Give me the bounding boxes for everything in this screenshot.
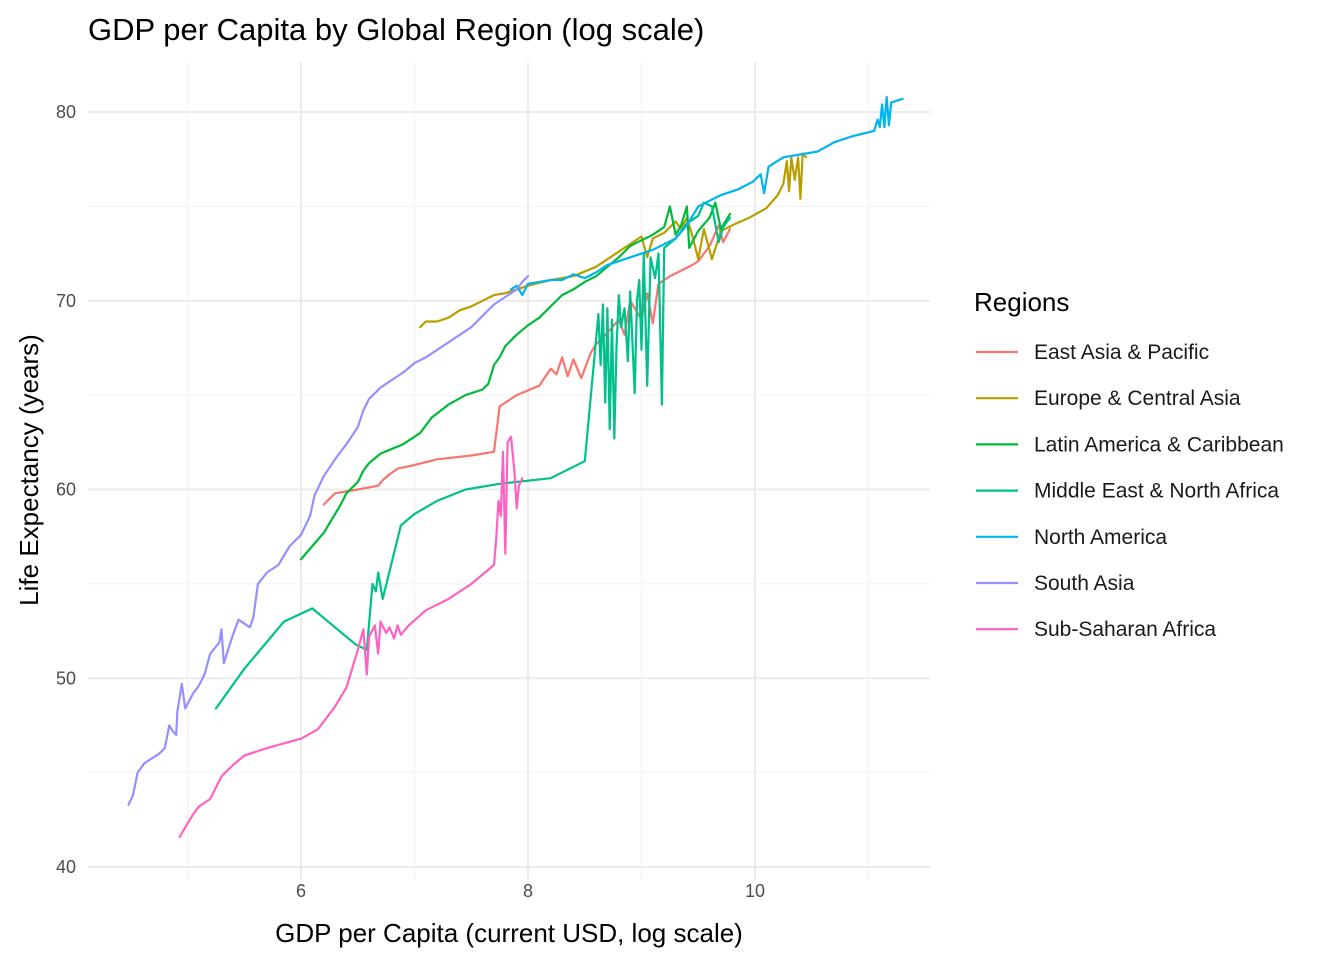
x-tick-label-10: 10 <box>745 881 765 901</box>
y-axis-title: Life Expectancy (years) <box>14 334 44 606</box>
x-tick-label-6: 6 <box>296 881 306 901</box>
x-axis-title: GDP per Capita (current USD, log scale) <box>275 918 743 948</box>
legend-item-north-america: North America <box>976 526 1167 549</box>
legend-label-north-america: North America <box>1034 526 1167 549</box>
series-line-north-america <box>509 95 904 297</box>
legend-label-sub-saharan-africa: Sub-Saharan Africa <box>1034 618 1216 641</box>
y-tick-label-50: 50 <box>56 668 76 688</box>
legend: Regions East Asia & Pacific Europe & Cent… <box>974 287 1284 641</box>
legend-label-europe-central-asia: Europe & Central Asia <box>1034 387 1241 410</box>
series-line-sub-saharan-africa <box>178 435 524 838</box>
series-line-east-asia-pacific <box>322 224 732 506</box>
series-line-south-asia <box>127 275 530 806</box>
series-layer <box>127 95 904 838</box>
y-tick-label-40: 40 <box>56 857 76 877</box>
x-tick-label-8: 8 <box>523 881 533 901</box>
tick-labels: 6 8 10 40 50 60 70 80 <box>56 102 765 901</box>
legend-item-middle-east-north-africa: Middle East & North Africa <box>976 480 1279 503</box>
legend-item-sub-saharan-africa: Sub-Saharan Africa <box>976 618 1216 641</box>
legend-item-south-asia: South Asia <box>976 572 1135 595</box>
y-tick-label-80: 80 <box>56 102 76 122</box>
chart-title: GDP per Capita by Global Region (log sca… <box>88 12 704 47</box>
legend-label-south-asia: South Asia <box>1034 572 1135 595</box>
y-tick-label-60: 60 <box>56 480 76 500</box>
series-line-middle-east-north-africa <box>214 201 732 710</box>
series-line-europe-central-asia <box>419 152 808 329</box>
series-line-latin-america-caribbean <box>299 201 732 561</box>
legend-item-latin-america-caribbean: Latin America & Caribbean <box>976 433 1284 456</box>
legend-label-east-asia-pacific: East Asia & Pacific <box>1034 341 1209 364</box>
y-tick-label-70: 70 <box>56 291 76 311</box>
legend-item-east-asia-pacific: East Asia & Pacific <box>976 341 1209 364</box>
legend-item-europe-central-asia: Europe & Central Asia <box>976 387 1241 410</box>
legend-label-latin-america-caribbean: Latin America & Caribbean <box>1034 433 1284 456</box>
grid-layer <box>88 62 930 880</box>
legend-title: Regions <box>974 287 1069 317</box>
legend-label-middle-east-north-africa: Middle East & North Africa <box>1034 480 1279 503</box>
